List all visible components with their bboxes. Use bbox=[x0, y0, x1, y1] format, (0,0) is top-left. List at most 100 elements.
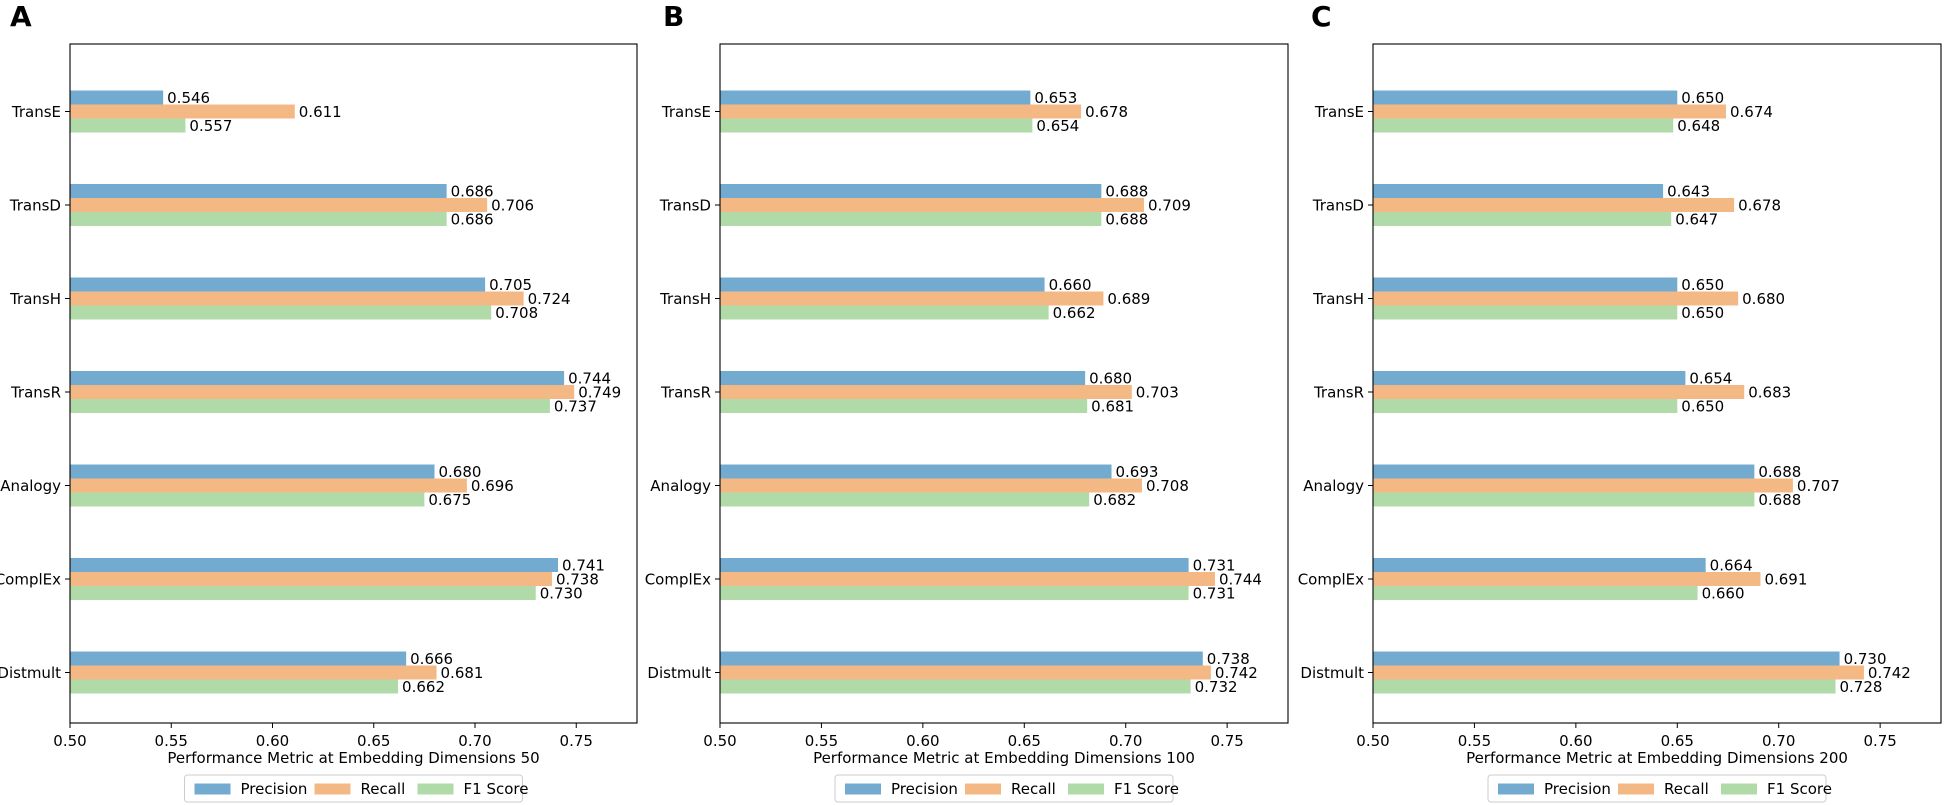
bar-precision bbox=[720, 651, 1203, 666]
data-label: 0.557 bbox=[189, 117, 232, 135]
bar-precision bbox=[720, 464, 1112, 479]
data-label: 0.662 bbox=[402, 678, 445, 696]
data-label: 0.738 bbox=[556, 571, 599, 589]
bar-recall bbox=[1373, 665, 1864, 680]
bar-recall bbox=[70, 478, 467, 493]
x-tick-label: 0.50 bbox=[53, 732, 86, 750]
legend: Precision Recall F1 Score bbox=[1487, 774, 1832, 803]
data-label: 0.741 bbox=[562, 557, 605, 575]
bar-f1-score bbox=[1373, 118, 1674, 133]
bar-precision bbox=[1373, 464, 1755, 479]
data-label: 0.675 bbox=[428, 491, 471, 509]
data-label: 0.650 bbox=[1681, 398, 1724, 416]
data-label: 0.653 bbox=[1034, 89, 1077, 107]
data-label: 0.705 bbox=[489, 276, 532, 294]
bar-precision bbox=[720, 90, 1031, 105]
legend-label: Recall bbox=[361, 780, 406, 798]
y-tick-label: TransE bbox=[11, 103, 61, 121]
legend-swatch-precision bbox=[194, 783, 231, 795]
legend-label: F1 Score bbox=[1767, 780, 1832, 798]
y-tick-label: TransH bbox=[1312, 290, 1364, 308]
y-tick-label: TransR bbox=[1313, 384, 1364, 402]
panel-letter: B bbox=[663, 0, 684, 33]
y-tick-label: TransD bbox=[659, 197, 711, 215]
panel-c: C 0.650 0.674 0.648 TransE 0.643 0.678 0.647 Tra… bbox=[1298, 0, 1942, 803]
data-label: 0.611 bbox=[299, 103, 342, 121]
data-label: 0.660 bbox=[1702, 585, 1745, 603]
data-label: 0.654 bbox=[1036, 117, 1079, 135]
data-label: 0.724 bbox=[528, 290, 571, 308]
x-tick-label: 0.70 bbox=[1762, 732, 1795, 750]
bar-f1-score bbox=[720, 212, 1102, 226]
bar-f1-score bbox=[1373, 586, 1698, 600]
data-label: 0.666 bbox=[410, 650, 453, 668]
data-label: 0.686 bbox=[451, 183, 494, 201]
x-axis-title: Performance Metric at Embedding Dimensio… bbox=[813, 749, 1195, 767]
bar-recall bbox=[1373, 572, 1761, 586]
y-tick-label: ComplEx bbox=[645, 571, 711, 589]
bar-f1-score bbox=[70, 118, 186, 133]
data-label: 0.728 bbox=[1840, 678, 1883, 696]
x-tick-label: 0.50 bbox=[703, 732, 736, 750]
data-label: 0.678 bbox=[1738, 197, 1781, 215]
bar-f1-score bbox=[1373, 212, 1672, 226]
bar-precision bbox=[70, 371, 565, 385]
bar-f1-score bbox=[70, 679, 399, 694]
x-tick-label: 0.75 bbox=[1210, 732, 1243, 750]
x-tick-label: 0.65 bbox=[357, 732, 390, 750]
axes-frame bbox=[1372, 43, 1942, 724]
bar-recall bbox=[70, 198, 488, 212]
legend-swatch-recall bbox=[965, 783, 1001, 795]
x-tick-label: 0.55 bbox=[805, 732, 838, 750]
legend: Precision Recall F1 Score bbox=[834, 774, 1179, 803]
x-tick-label: 0.60 bbox=[256, 732, 289, 750]
bar-precision bbox=[70, 558, 559, 572]
bar-precision bbox=[720, 371, 1086, 385]
panel-letter: C bbox=[1311, 0, 1332, 33]
y-tick-label: TransH bbox=[9, 290, 61, 308]
bar-f1-score bbox=[720, 679, 1191, 694]
data-label: 0.678 bbox=[1085, 103, 1128, 121]
bar-f1-score bbox=[720, 492, 1090, 507]
bar-precision bbox=[70, 651, 407, 666]
legend: Precision Recall F1 Score bbox=[184, 774, 529, 803]
data-label: 0.744 bbox=[1219, 571, 1262, 589]
y-tick-label: TransR bbox=[10, 384, 61, 402]
legend-label: Recall bbox=[1011, 780, 1056, 798]
bar-precision bbox=[1373, 90, 1678, 105]
data-label: 0.662 bbox=[1053, 304, 1096, 322]
legend-label: Recall bbox=[1664, 780, 1709, 798]
data-label: 0.737 bbox=[554, 398, 597, 416]
x-tick-label: 0.50 bbox=[1356, 732, 1389, 750]
data-label: 0.693 bbox=[1116, 463, 1159, 481]
bar-precision bbox=[1373, 558, 1706, 572]
bar-f1-score bbox=[70, 212, 447, 226]
x-tick-label: 0.70 bbox=[458, 732, 491, 750]
data-label: 0.742 bbox=[1868, 664, 1911, 682]
data-label: 0.688 bbox=[1105, 211, 1148, 229]
y-tick-label: TransR bbox=[660, 384, 711, 402]
data-label: 0.688 bbox=[1758, 491, 1801, 509]
y-tick-label: Distmult bbox=[1300, 664, 1364, 682]
x-tick-label: 0.55 bbox=[155, 732, 188, 750]
bar-recall bbox=[720, 385, 1132, 399]
bar-recall bbox=[1373, 198, 1735, 212]
legend-swatch-precision bbox=[1498, 783, 1534, 795]
bar-precision bbox=[1373, 277, 1678, 292]
data-label: 0.730 bbox=[1844, 650, 1887, 668]
bar-precision bbox=[720, 277, 1045, 292]
legend-swatch-precision bbox=[845, 783, 881, 795]
bar-precision bbox=[720, 184, 1102, 198]
bar-recall bbox=[70, 665, 437, 680]
data-label: 0.681 bbox=[1091, 398, 1134, 416]
bar-f1-score bbox=[1373, 399, 1678, 413]
bar-precision bbox=[1373, 371, 1686, 385]
bar-recall bbox=[70, 291, 524, 306]
bar-f1-score bbox=[70, 305, 492, 320]
y-tick-label: Analogy bbox=[0, 477, 61, 495]
bar-recall bbox=[1373, 291, 1739, 306]
bar-recall bbox=[720, 291, 1104, 306]
legend-label: F1 Score bbox=[464, 780, 529, 798]
data-label: 0.647 bbox=[1675, 211, 1718, 229]
